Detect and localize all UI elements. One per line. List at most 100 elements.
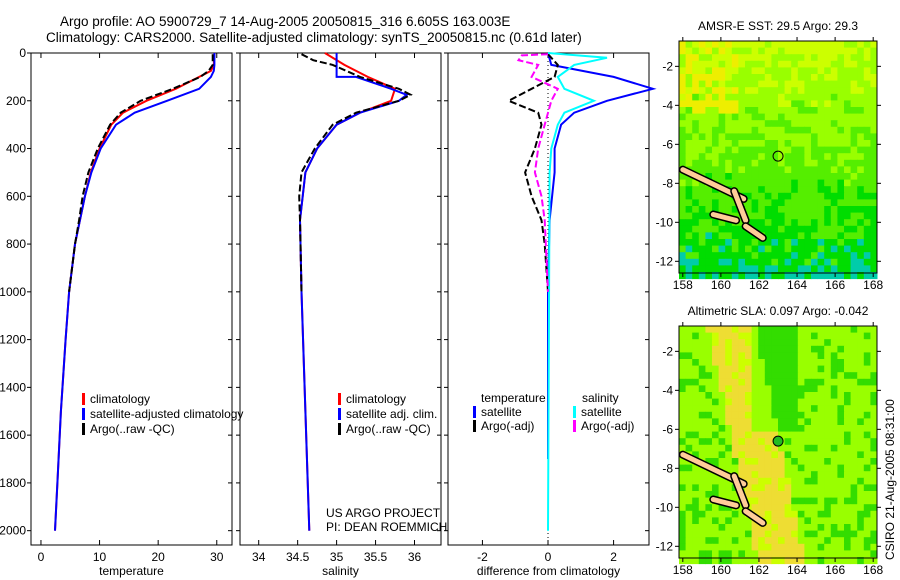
map-cell [771, 405, 779, 413]
map-cell [857, 438, 865, 446]
map-cell [685, 93, 693, 101]
map-cell [811, 451, 819, 459]
map-cell [857, 431, 865, 439]
map-cell [771, 47, 779, 55]
map-cell [731, 392, 739, 400]
map-cell [778, 359, 786, 367]
map-cell [764, 458, 772, 466]
map-cell [804, 265, 812, 273]
map-cell [870, 510, 878, 518]
map-cell [830, 471, 838, 479]
map-cell [764, 245, 772, 253]
map-cell [811, 477, 819, 485]
map-cell [830, 232, 838, 240]
map-cell [830, 537, 838, 545]
map-cell [679, 491, 687, 499]
map-cell [698, 252, 706, 260]
map-cell [679, 378, 687, 386]
map-cell [764, 206, 772, 214]
x-axis-label: temperature [99, 564, 164, 578]
map-cell [758, 332, 766, 340]
map-cell [698, 272, 706, 280]
map-cell [731, 252, 739, 260]
map-cell [685, 365, 693, 373]
map-cell [731, 67, 739, 75]
map-cell [771, 398, 779, 406]
map-cell [791, 107, 799, 115]
map-cell [850, 326, 858, 334]
map-cell [850, 497, 858, 505]
map-cell [751, 126, 759, 134]
legend-item: Argo(-adj) [581, 419, 634, 433]
map-cell [850, 225, 858, 233]
map-cell [850, 345, 858, 353]
map-cell [844, 74, 852, 82]
map-cell [751, 166, 759, 174]
map-cell [764, 385, 772, 393]
map-cell [784, 225, 792, 233]
map-cell [698, 107, 706, 115]
map-cell [863, 471, 871, 479]
map-cell [679, 179, 687, 187]
map-cell [811, 146, 819, 154]
map-cell [764, 365, 772, 373]
map-cell [692, 54, 700, 62]
map-cell [817, 524, 825, 532]
map-cell [850, 93, 858, 101]
map-cell [824, 87, 832, 95]
map-cell [758, 398, 766, 406]
map-cell [797, 199, 805, 207]
map-cell [797, 345, 805, 353]
map-cell [718, 80, 726, 88]
map-cell [758, 378, 766, 386]
map-cell [784, 120, 792, 128]
map-cell [804, 497, 812, 505]
map-cell [758, 359, 766, 367]
map-cell [811, 219, 819, 227]
map-cell [811, 120, 819, 128]
legend-item: Argo(..raw -QC) [90, 422, 175, 436]
map-cell [830, 225, 838, 233]
map-cell [857, 47, 865, 55]
map-cell [784, 477, 792, 485]
map-cell [685, 186, 693, 194]
map-cell [758, 385, 766, 393]
map-cell [863, 179, 871, 187]
map-cell [863, 60, 871, 68]
map-cell [685, 345, 693, 353]
map-cell [698, 166, 706, 174]
map-cell [679, 219, 687, 227]
map-cell [738, 74, 746, 82]
map-cell [804, 510, 812, 518]
map-cell [830, 54, 838, 62]
map-cell [778, 60, 786, 68]
map-cell [837, 179, 845, 187]
map-cell [850, 159, 858, 167]
map-cell [791, 431, 799, 439]
map-cell [771, 166, 779, 174]
map-cell [804, 425, 812, 433]
map-cell [797, 41, 805, 49]
map-cell [784, 74, 792, 82]
map-cell [764, 120, 772, 128]
legend-item: satellite adj. clim. [346, 407, 437, 421]
map-cell [797, 392, 805, 400]
map-cell [870, 258, 878, 266]
map-cell [738, 359, 746, 367]
map-cell [712, 60, 720, 68]
map-cell [844, 352, 852, 360]
y-tick-label: 1200 [0, 333, 26, 347]
map-cell [698, 80, 706, 88]
map-cell [738, 272, 746, 280]
map-cell [698, 113, 706, 121]
map-cell [830, 411, 838, 419]
map-cell [791, 173, 799, 181]
map-cell [718, 74, 726, 82]
map-cell [804, 530, 812, 538]
map-cell [685, 418, 693, 426]
map-cell [778, 444, 786, 452]
argo-position-marker [772, 150, 784, 162]
map-cell [698, 392, 706, 400]
map-cell [778, 166, 786, 174]
map-cell [804, 504, 812, 512]
